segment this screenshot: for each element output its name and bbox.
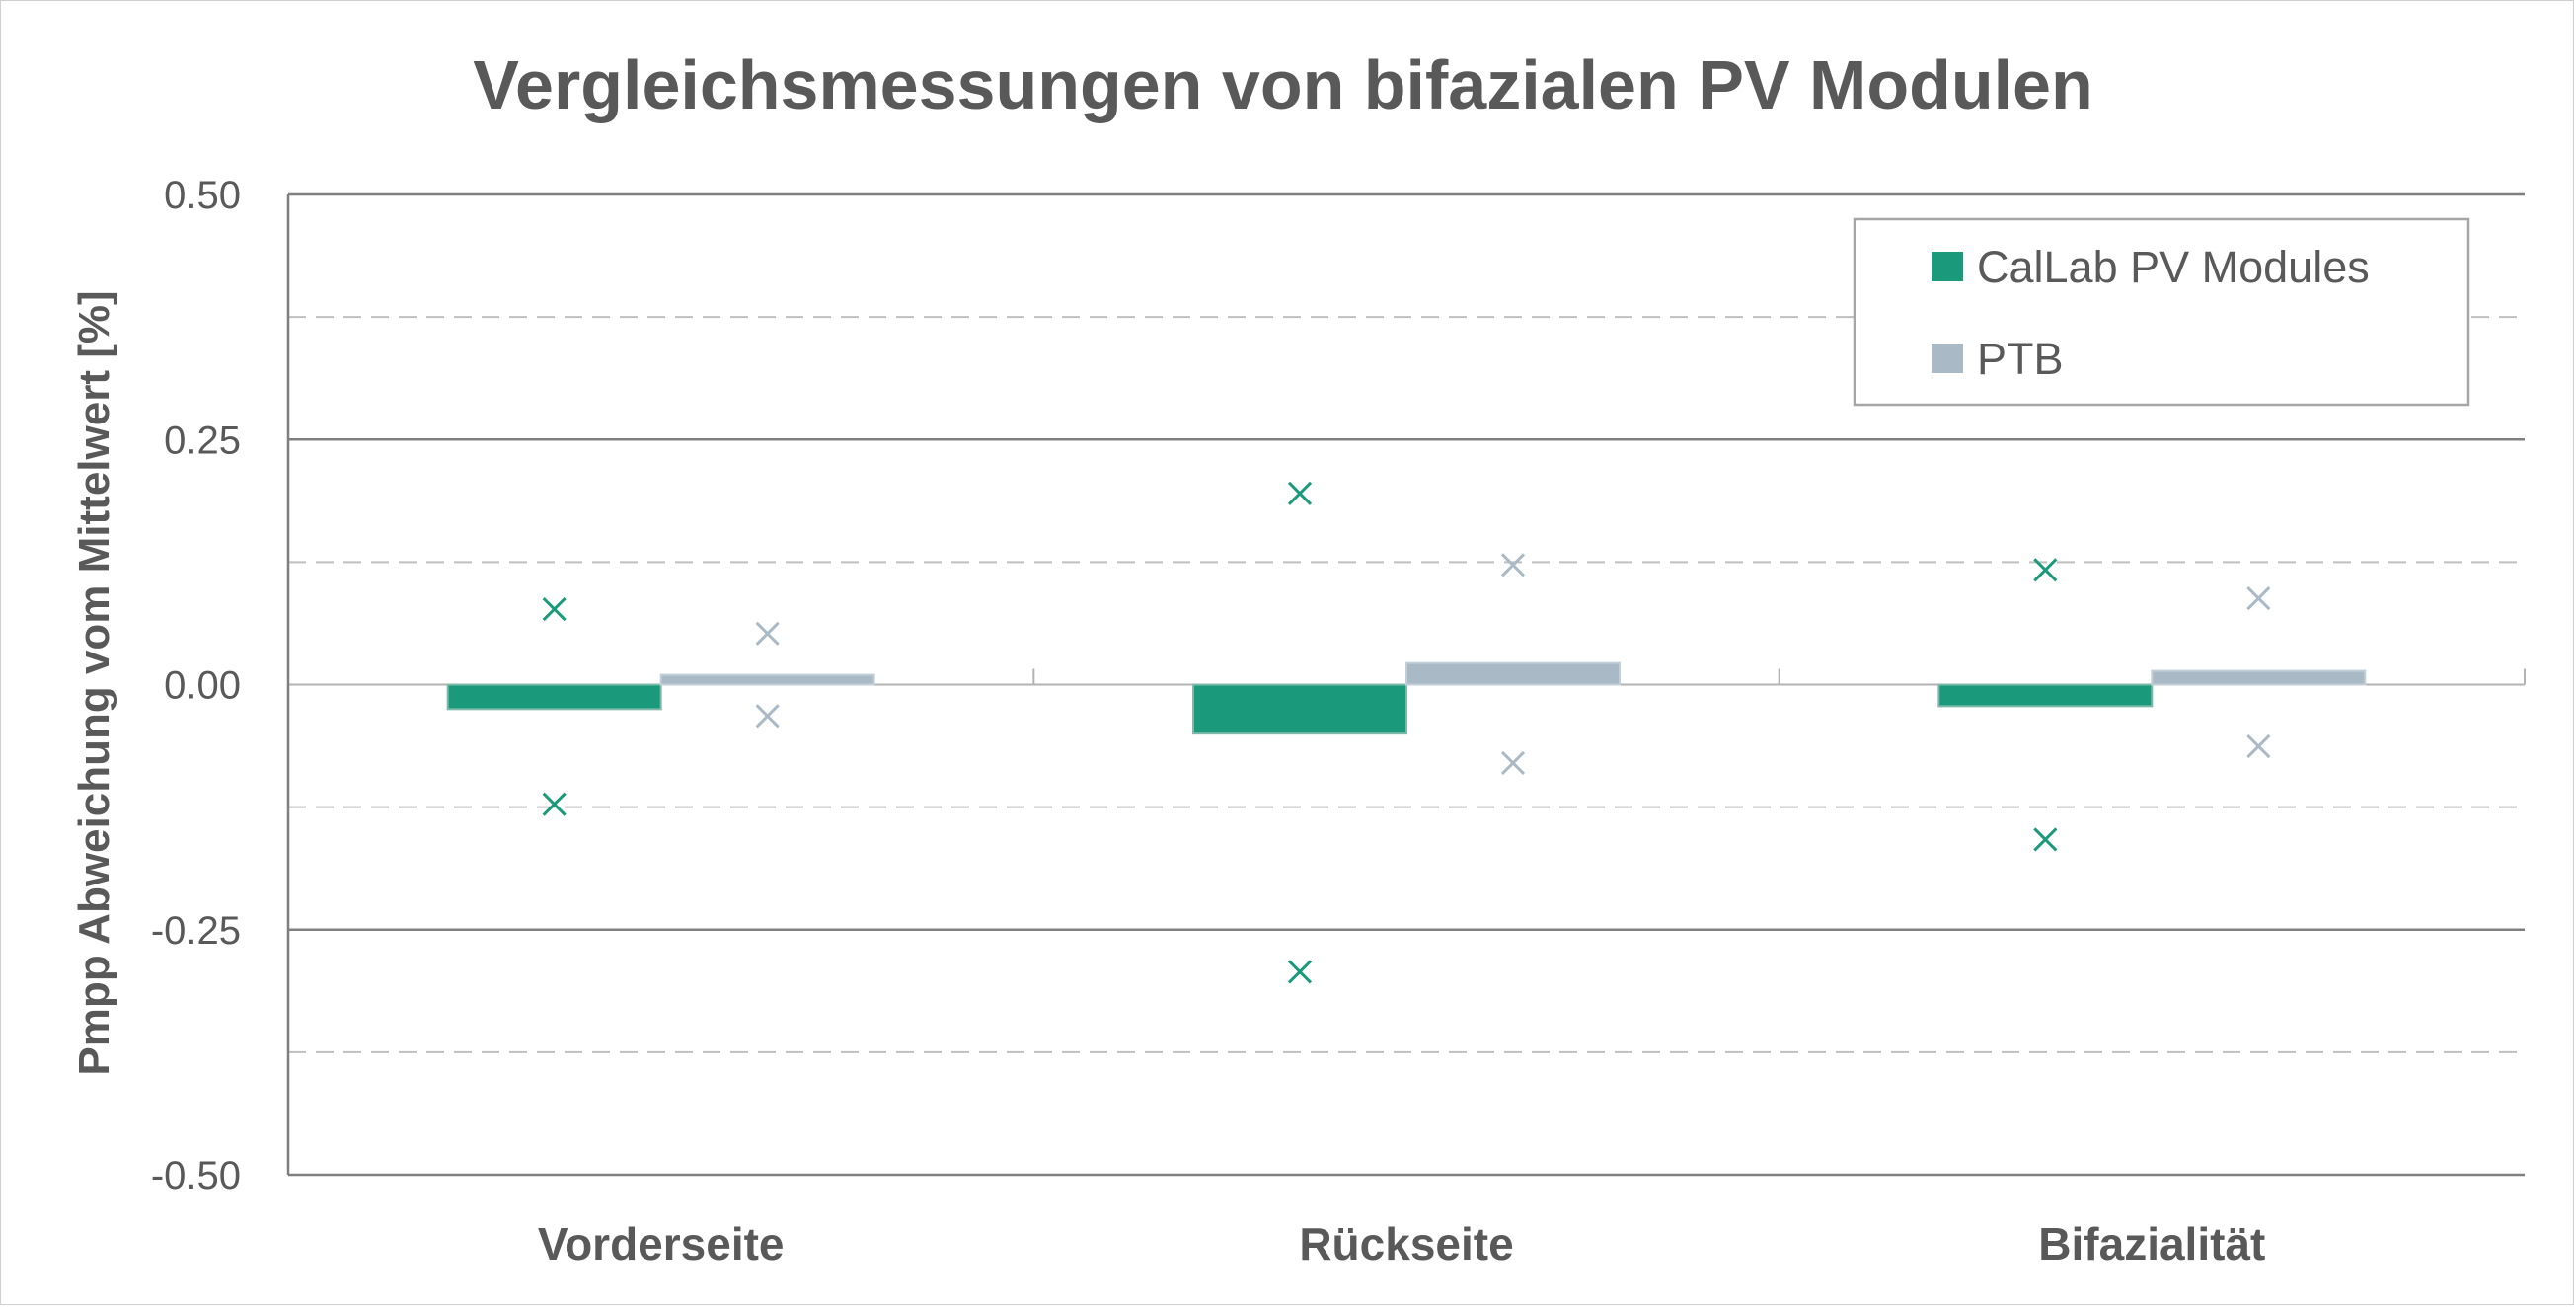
marker-upper-1-1 [1500,553,1526,577]
marker-upper-0-0 [542,596,567,622]
bar-1-2 [2151,669,2367,686]
category-label: Bifazialität [2038,1218,2265,1269]
bars [446,661,2367,735]
marker-lower-1-0 [755,704,780,729]
marker-upper-1-0 [755,621,780,646]
y-tick-label: 0.25 [164,419,241,462]
marker-upper-1-2 [2246,586,2271,611]
marker-upper-0-2 [2033,558,2058,582]
legend: CalLab PV Modules PTB [1853,217,2470,407]
category-label: Rückseite [1299,1218,1513,1269]
bar-1-1 [1405,661,1621,686]
y-tick-label: 0.50 [164,174,241,217]
legend-swatch-1 [1932,344,1963,373]
marker-stroke [2033,558,2058,582]
legend-swatch-0 [1932,252,1963,281]
category-label: Vorderseite [538,1218,785,1269]
bar-0-2 [1937,683,2154,708]
y-tick-label: -0.50 [151,1154,241,1197]
legend-box [1853,217,2470,407]
bar-0-1 [1192,683,1407,735]
marker-lower-0-1 [1287,960,1313,984]
chart-title: Vergleichsmessungen von bifazialen PV Mo… [473,46,2093,123]
marker-stroke [1287,960,1313,984]
y-axis-label: Pmpp Abweichung vom Mittelwert [%] [70,290,118,1075]
marker-stroke [2033,827,2058,852]
marker-stroke [755,621,780,646]
marker-lower-0-2 [2033,827,2058,852]
x-axis [1032,668,2526,685]
marker-lower-1-2 [2246,733,2271,759]
range-markers [542,481,2271,984]
y-tick-label: -0.25 [151,909,241,953]
marker-stroke [755,704,780,729]
marker-stroke [2246,586,2271,611]
marker-lower-1-1 [1500,750,1526,776]
marker-upper-0-1 [1287,481,1313,505]
marker-stroke [542,596,567,622]
marker-stroke [1500,750,1526,776]
marker-stroke [1500,553,1526,577]
bar-1-0 [659,673,875,686]
legend-label-1: PTB [1977,334,2064,384]
bar-0-0 [446,683,662,711]
legend-label-0: CalLab PV Modules [1977,242,2370,292]
y-tick-label: 0.00 [164,664,241,708]
marker-stroke [1287,481,1313,505]
marker-stroke [2246,733,2271,759]
marker-stroke [542,792,567,816]
marker-lower-0-0 [542,792,567,816]
y-tick-labels: 0.50 0.25 0.00 -0.25 -0.50 [151,174,241,1197]
category-labels: Vorderseite Rückseite Bifazialität [538,1218,2266,1269]
